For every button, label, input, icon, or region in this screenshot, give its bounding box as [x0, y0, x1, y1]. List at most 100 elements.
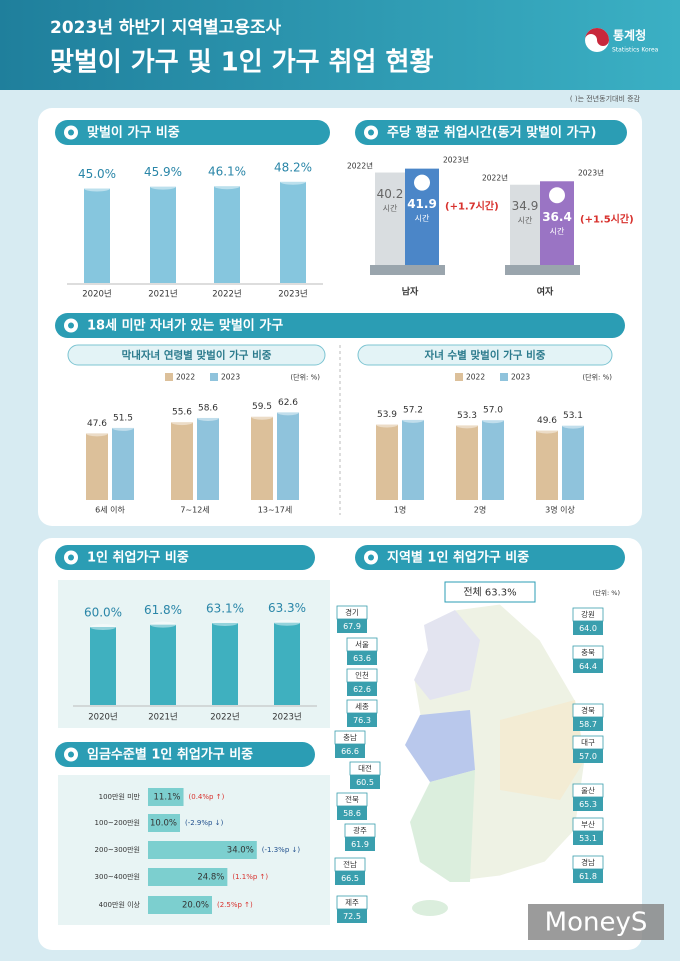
value-label: 46.1%	[208, 165, 246, 179]
region-name: 전남	[343, 859, 357, 869]
region-value-box	[347, 651, 377, 665]
region-name: 울산	[581, 785, 595, 795]
unit-label: 시간	[550, 226, 565, 236]
legend-swatch	[455, 373, 463, 381]
section-pill	[355, 120, 627, 145]
region-value-box	[337, 619, 367, 633]
region-name: 전북	[345, 794, 359, 804]
value-label: 45.9%	[144, 165, 182, 179]
region-value: 57.0	[579, 752, 597, 761]
total-box	[444, 581, 536, 603]
pill-icon-dot	[68, 129, 74, 136]
map-region	[414, 610, 480, 700]
map-jeju	[412, 900, 448, 916]
region-value: 61.9	[351, 840, 369, 849]
region-value-box	[573, 797, 603, 811]
region-name: 대전	[358, 763, 372, 773]
region-value: 76.3	[353, 716, 371, 725]
bar-top	[376, 421, 398, 428]
header-title: 맞벌이 가구 및 1인 가구 취업 현황	[50, 48, 433, 78]
section-pill	[55, 742, 315, 767]
value-label: 57.2	[403, 405, 423, 415]
bar-top	[251, 413, 273, 420]
region-value: 64.4	[579, 662, 597, 671]
region-value: 61.8	[579, 872, 597, 881]
region-value: 66.5	[341, 874, 359, 883]
x-tick-label: 2021년	[148, 712, 177, 723]
section-pill	[55, 120, 330, 145]
region-value-box	[573, 749, 603, 763]
bar	[112, 427, 134, 500]
change-label: (+1.5시간)	[580, 212, 634, 225]
value-label: 53.3	[457, 411, 477, 421]
x-tick-label: 2022년	[212, 289, 241, 300]
x-tick-label: 2023년	[272, 712, 301, 723]
bar-top	[562, 422, 584, 429]
bar	[148, 814, 180, 832]
bar-top	[456, 422, 478, 429]
clock-icon	[414, 174, 430, 191]
region-value-box	[350, 775, 380, 789]
region-value: 58.6	[343, 809, 361, 818]
region-value-box	[573, 717, 603, 731]
value-label: 51.5	[113, 413, 133, 423]
sub-pill	[357, 344, 613, 366]
y-tick-label: 200~300만원	[95, 845, 140, 854]
y-tick-label: 100~200만원	[95, 818, 140, 827]
x-tick-label: 여자	[537, 286, 554, 298]
value-label: 62.6	[278, 398, 298, 408]
header-band	[0, 0, 680, 90]
legend-swatch	[165, 373, 173, 381]
value-label: 20.0%	[182, 901, 209, 911]
legend-label: 2023	[221, 373, 240, 382]
logo-mark-red	[585, 28, 609, 46]
region-name: 인천	[355, 670, 369, 680]
series-label: 2022년	[482, 173, 508, 183]
bar-top	[150, 621, 176, 628]
section-title: 1인 취업가구 비중	[87, 550, 189, 566]
unit-label: (단위: %)	[593, 588, 620, 597]
desk	[505, 265, 580, 275]
series-label: 2023년	[443, 155, 469, 165]
value-label: 53.9	[377, 410, 397, 420]
unit-label: 시간	[415, 213, 430, 223]
value-label: 59.5	[252, 402, 272, 412]
series-label: 2022년	[347, 161, 373, 171]
region-name: 서울	[355, 640, 369, 649]
region-value-box	[335, 871, 365, 885]
bar-top	[150, 183, 176, 190]
value-label: 49.6	[537, 416, 557, 426]
value-label: 48.2%	[274, 160, 312, 174]
region-name: 충북	[581, 648, 595, 657]
legend-swatch	[210, 373, 218, 381]
pill-icon-dot	[68, 554, 74, 561]
x-tick-label: 1명	[394, 505, 406, 515]
region-value: 60.5	[356, 778, 374, 787]
value-label: 47.6	[87, 419, 107, 429]
bar-top	[84, 185, 110, 192]
bar-top	[112, 424, 134, 431]
region-value: 67.9	[343, 622, 361, 631]
bar-top	[212, 619, 238, 626]
bar	[171, 422, 193, 500]
logo-text: 통계청	[613, 28, 646, 43]
value-label: 36.4	[542, 210, 572, 224]
change-label: (1.1%p ↑)	[232, 873, 268, 881]
region-name: 경남	[581, 857, 595, 867]
region-name: 대구	[581, 738, 595, 747]
total-label: 전체 63.3%	[463, 587, 516, 599]
region-name: 경기	[345, 607, 359, 617]
bar	[86, 433, 108, 500]
value-label: 60.0%	[84, 606, 122, 620]
bar-top	[277, 409, 299, 416]
value-label: 10.0%	[150, 819, 177, 829]
bar-top	[482, 417, 504, 424]
bar-top	[171, 419, 193, 426]
bar-top	[280, 178, 306, 185]
value-label: 34.9	[512, 199, 539, 213]
sub-title: 자녀 수별 맞벌이 가구 비중	[425, 349, 546, 362]
legend-label: 2022	[466, 373, 485, 382]
region-value-box	[573, 831, 603, 845]
bar	[280, 181, 306, 283]
